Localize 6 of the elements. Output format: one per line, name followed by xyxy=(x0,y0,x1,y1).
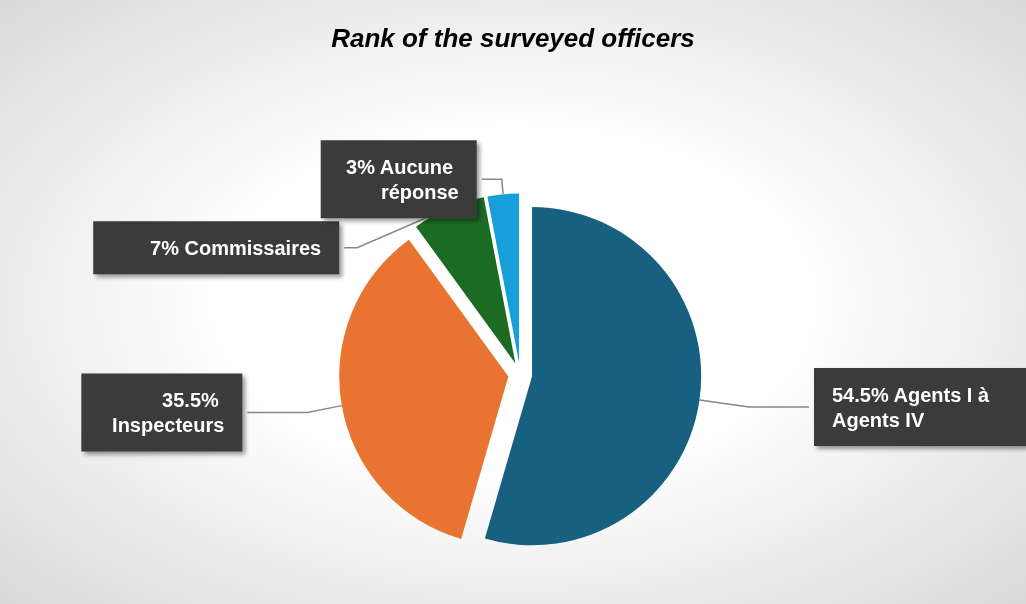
slice-label: Inspecteurs xyxy=(112,414,225,436)
slice-label: 7% Commissaires xyxy=(150,236,322,259)
chart-title: Rank of the surveyed officers xyxy=(331,23,695,53)
data-label: 35.5% xyxy=(162,389,225,411)
slice-label: 3% Aucune réponse xyxy=(346,155,459,203)
slice-label: 54.5% Agents I à Agents IV xyxy=(832,383,995,431)
